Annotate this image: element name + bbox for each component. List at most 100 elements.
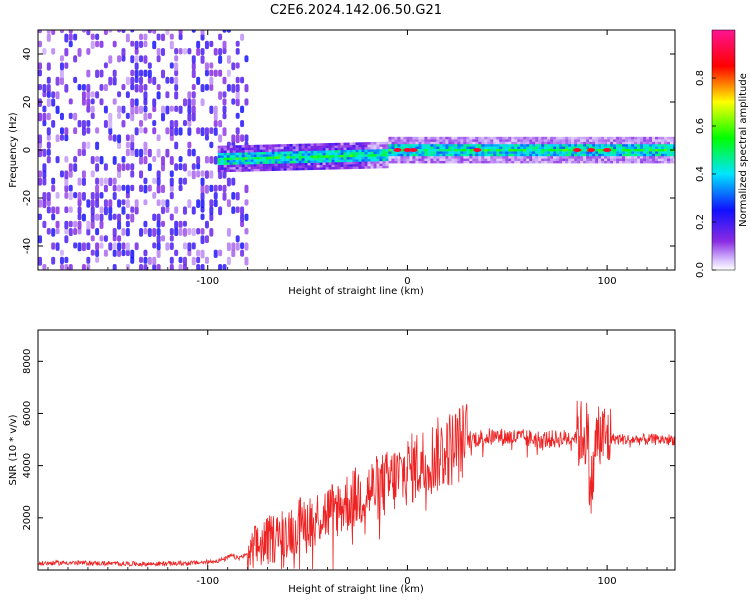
spectrogram-cell	[289, 143, 293, 147]
spectrogram-cell	[643, 136, 647, 140]
spectrogram-cell	[613, 160, 617, 164]
spectrogram-cell	[424, 151, 428, 154]
spectrogram-cell	[81, 91, 86, 100]
spectrogram-cell	[388, 156, 392, 159]
spectrogram-cell	[108, 213, 113, 221]
spectrogram-cell	[322, 162, 326, 165]
spectrogram-cell	[568, 151, 572, 154]
spectrogram-cell	[313, 167, 317, 170]
spectrogram-cell	[262, 144, 266, 148]
spectrogram-cell	[152, 213, 157, 221]
spectrogram-cell	[571, 141, 575, 145]
spectrogram-cell	[238, 149, 242, 153]
spectrogram-cell	[283, 153, 287, 157]
spectrogram-cell	[412, 153, 416, 157]
spectrogram-cell	[487, 160, 491, 164]
spectrogram-cell	[577, 151, 581, 154]
spectrogram-cell	[502, 139, 506, 142]
spectrogram-cell	[571, 151, 575, 154]
spectrogram-cell	[379, 148, 383, 152]
spectrogram-cell	[625, 136, 629, 140]
spectrogram-cell	[292, 158, 296, 161]
spectrogram-cell	[610, 148, 614, 152]
spectrogram-cell	[319, 148, 323, 151]
spectrogram-cell	[505, 146, 509, 149]
spectrogram-cell	[613, 146, 617, 149]
spectrogram-cell	[334, 150, 338, 153]
spectrogram-cell	[547, 146, 551, 149]
spectrogram-cell	[352, 147, 356, 150]
spectrogram-cell	[598, 144, 602, 147]
spectrogram-cell	[544, 136, 548, 140]
spectrogram-cell	[277, 144, 281, 147]
spectrogram-cell	[547, 139, 551, 142]
spectrogram-cell	[538, 160, 542, 164]
spectrogram-cell	[589, 160, 593, 164]
spectrogram-cell	[562, 160, 566, 164]
spectrogram-cell	[637, 148, 641, 152]
spectrogram-cell	[64, 264, 69, 270]
spectrogram-cell	[469, 153, 473, 157]
spectrogram-cell	[535, 141, 539, 145]
spectrogram-cell	[481, 148, 485, 152]
spectrogram-cell	[253, 166, 257, 170]
spectrogram-cell	[409, 160, 413, 164]
spectrogram-cell	[559, 156, 563, 159]
spectrogram-cell	[90, 192, 95, 200]
spectrogram-cell	[580, 158, 584, 161]
spectrogram-cell	[103, 249, 108, 257]
spectrogram-cell	[559, 146, 563, 149]
spectrogram-cell	[64, 184, 69, 193]
spectrogram-cell	[481, 158, 485, 161]
spectrogram-cell	[670, 153, 674, 157]
spectrogram-cell	[217, 155, 221, 158]
spectrogram-cell	[77, 220, 82, 230]
spectrogram-cell	[46, 112, 51, 121]
spectrogram-cell	[478, 151, 482, 154]
spectrogram-cell	[265, 146, 269, 150]
spectrogram-cell	[46, 228, 51, 235]
spectrogram-cell	[571, 158, 575, 161]
spectrogram-cell	[283, 160, 287, 164]
spectrogram-cell	[568, 160, 572, 164]
spectrogram-cell	[385, 160, 389, 164]
spectrogram-cell	[295, 165, 299, 169]
spectrogram-cell	[433, 156, 437, 159]
spectrogram-cell	[182, 48, 187, 55]
spectrogram-cell	[541, 156, 545, 159]
spectrogram-cell	[622, 156, 626, 159]
spectrogram-cell	[634, 158, 638, 161]
spectrogram-cell	[283, 146, 287, 150]
spectrogram-cell	[496, 156, 500, 159]
spectrogram-cell	[442, 156, 446, 159]
spectrogram-cell	[108, 55, 113, 64]
spectrogram-cell	[99, 156, 104, 165]
spectrogram-cell	[601, 141, 605, 145]
spectrogram-cell	[316, 145, 320, 149]
spectrogram-cell	[364, 142, 368, 145]
spectrogram-cell	[457, 160, 461, 164]
spectrogram-cell	[304, 155, 308, 159]
spectrogram-cell	[222, 192, 227, 201]
spectrogram-cell	[231, 84, 236, 93]
spectrogram-cell	[86, 69, 91, 78]
spectrogram-cell	[406, 151, 410, 154]
spectrogram-cell	[265, 161, 269, 164]
spectrogram-cell	[187, 141, 192, 149]
spectrogram-cell	[117, 213, 122, 223]
spectrogram-cell	[517, 136, 521, 140]
spectrogram-cell	[673, 139, 675, 142]
spectrogram-cell	[655, 160, 659, 164]
spectrogram-cell	[238, 159, 242, 163]
spectrogram-cell	[156, 91, 161, 100]
spectrogram-cell	[152, 40, 157, 50]
spectrogram-cell	[280, 160, 284, 164]
spectrogram-cell	[385, 141, 389, 145]
spectrogram-cell	[649, 151, 653, 154]
spectrogram-cell	[562, 148, 566, 152]
spectrogram-cell	[613, 156, 617, 159]
spectrogram-cell	[490, 136, 494, 140]
spectrogram-cell	[178, 264, 183, 270]
spectrogram-cell	[586, 141, 590, 145]
spectrogram-cell	[256, 149, 260, 153]
